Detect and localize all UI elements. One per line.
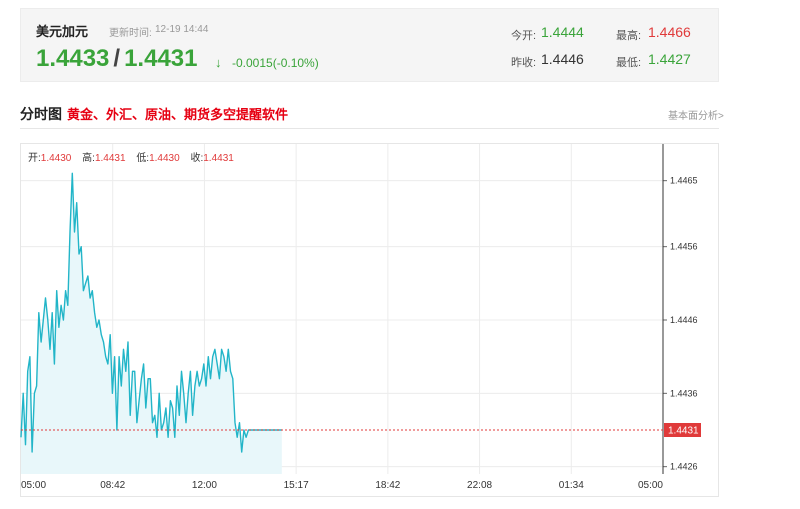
price-display: 1.4433/1.4431	[36, 45, 197, 73]
y-tick-label: 1.4436	[670, 388, 698, 398]
x-tick-label: 05:00	[638, 480, 663, 491]
low-value: 1.4427	[648, 51, 691, 67]
bid-price: 1.4433	[36, 45, 110, 72]
ohlc-high: 1.4431	[94, 153, 126, 164]
price-change: -0.0015(-0.10%)	[232, 56, 319, 70]
current-price-label: 1.4431	[668, 426, 699, 437]
x-tick-label: 22:08	[467, 480, 492, 491]
ohlc-low: 1.4430	[149, 153, 180, 164]
ohlc-high-label: 高:	[82, 153, 95, 164]
current-price-badge	[664, 423, 701, 437]
high-label: 最高:	[616, 30, 642, 42]
ask-price: 1.4431	[124, 45, 198, 72]
promo-link[interactable]: 黄金、外汇、原油、期货多空提醒软件	[67, 107, 289, 122]
basic-analysis-link[interactable]: 基本面分析>	[668, 111, 724, 122]
y-tick-label: 1.4456	[670, 242, 698, 252]
chart-frame	[20, 143, 719, 497]
x-tick-label: 05:00	[21, 480, 46, 491]
high-value: 1.4466	[648, 24, 691, 40]
ohlc-open-label: 开:	[28, 153, 41, 164]
x-tick-label: 15:17	[284, 480, 309, 491]
down-arrow-icon: ↓	[215, 55, 222, 70]
instrument-name: 美元加元	[36, 24, 89, 39]
x-tick-label: 08:42	[100, 480, 125, 491]
update-time: 12-19 14:44	[155, 24, 209, 35]
open-label: 今开:	[511, 30, 537, 42]
quote-panel: 美元加元 更新时间: 12-19 14:44 1.4433/1.4431 ↓ -…	[20, 8, 719, 82]
price-separator: /	[113, 45, 121, 72]
price-area	[21, 173, 282, 475]
open-value: 1.4444	[541, 24, 584, 40]
x-tick-label: 18:42	[375, 480, 400, 491]
ohlc-low-label: 低:	[136, 153, 150, 164]
y-tick-label: 1.4465	[670, 176, 698, 186]
prev-close-value: 1.4446	[541, 51, 584, 67]
section-title: 分时图	[20, 106, 62, 122]
y-tick-label: 1.4446	[670, 315, 698, 325]
y-tick-label: 1.4426	[670, 462, 698, 472]
ohlc-readout: 开:1.4430 高:1.4431 低:1.4430 收:1.4431	[28, 149, 242, 164]
x-tick-label: 12:00	[192, 480, 217, 491]
prev-close-label: 昨收:	[511, 57, 537, 69]
x-tick-label: 01:34	[559, 480, 584, 491]
section-divider	[20, 128, 719, 129]
ohlc-close: 1.4431	[203, 153, 234, 164]
ohlc-close-label: 收:	[190, 153, 204, 164]
low-label: 最低:	[616, 57, 642, 69]
ohlc-open: 1.4430	[40, 153, 72, 164]
update-time-label: 更新时间:	[109, 28, 152, 39]
